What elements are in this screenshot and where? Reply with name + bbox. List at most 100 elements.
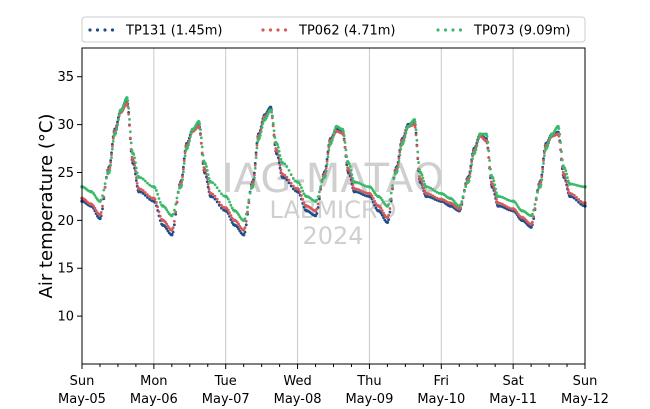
data-marker — [110, 156, 113, 159]
data-marker — [278, 154, 282, 157]
data-marker — [189, 131, 193, 135]
vertical-gridlines — [153, 48, 514, 364]
data-marker — [485, 134, 489, 138]
data-marker — [387, 213, 391, 217]
y-axis-label: Air temperature (°C) — [36, 114, 57, 299]
data-marker — [413, 121, 417, 124]
data-point — [496, 204, 500, 208]
data-marker — [128, 117, 131, 121]
data-marker — [187, 139, 191, 143]
data-marker — [462, 189, 466, 193]
data-marker — [398, 150, 402, 154]
data-marker — [213, 197, 217, 201]
data-marker — [108, 166, 112, 170]
data-marker — [172, 208, 176, 212]
data-marker — [566, 179, 570, 183]
data-marker — [468, 175, 472, 179]
data-marker — [181, 175, 184, 179]
data-marker — [148, 198, 151, 201]
data-marker — [225, 195, 229, 199]
data-marker — [357, 188, 361, 192]
data-point — [568, 182, 572, 186]
data-marker — [260, 125, 264, 129]
data-marker — [495, 198, 498, 201]
data-marker — [109, 161, 113, 164]
data-marker — [94, 209, 98, 212]
data-marker — [198, 122, 202, 126]
data-marker — [285, 175, 289, 179]
data-marker — [541, 165, 545, 169]
data-marker — [501, 205, 504, 209]
data-marker — [237, 227, 240, 231]
data-marker — [244, 219, 248, 223]
data-marker — [148, 195, 151, 198]
data-marker — [317, 197, 321, 201]
legend-swatch-dot — [283, 28, 288, 32]
data-marker — [417, 161, 421, 164]
data-marker — [297, 188, 301, 192]
data-marker — [404, 131, 408, 135]
data-marker — [542, 159, 545, 162]
data-marker — [139, 176, 143, 180]
data-marker — [134, 179, 138, 182]
data-marker — [325, 158, 329, 161]
data-marker — [413, 125, 417, 129]
data-marker — [315, 198, 319, 202]
data-marker — [498, 202, 502, 205]
data-marker — [109, 159, 113, 162]
data-marker — [530, 212, 534, 216]
data-marker — [579, 199, 583, 203]
data-marker — [181, 167, 185, 171]
data-marker — [215, 186, 219, 190]
data-marker — [270, 115, 274, 118]
data-marker — [498, 204, 502, 208]
data-marker — [398, 153, 402, 157]
data-marker — [330, 139, 334, 142]
data-marker — [505, 205, 509, 209]
data-marker — [315, 212, 319, 215]
data-marker — [486, 140, 490, 144]
data-marker — [302, 201, 306, 205]
data-marker — [387, 202, 391, 206]
data-marker — [427, 192, 430, 196]
legend-swatch-dot — [436, 28, 440, 32]
data-marker — [507, 206, 511, 210]
data-marker — [265, 114, 269, 118]
data-marker — [155, 189, 158, 192]
data-marker — [401, 141, 405, 145]
data-marker — [300, 194, 303, 197]
x-tick-date: May-09 — [345, 392, 393, 407]
data-marker — [507, 198, 511, 202]
data-marker — [361, 183, 365, 187]
data-marker — [540, 175, 544, 179]
data-marker — [416, 156, 420, 160]
data-marker — [540, 178, 544, 182]
data-marker — [101, 207, 104, 211]
data-marker — [396, 162, 400, 166]
data-marker — [469, 166, 473, 170]
data-marker — [255, 146, 259, 150]
data-marker — [279, 168, 283, 172]
data-marker — [135, 181, 139, 185]
data-marker — [351, 183, 355, 187]
data-marker — [501, 195, 504, 199]
data-marker — [217, 200, 221, 204]
data-marker — [530, 220, 534, 224]
data-marker — [157, 210, 161, 214]
data-marker — [324, 169, 328, 173]
data-marker — [382, 211, 385, 215]
data-marker — [289, 173, 293, 177]
data-marker — [560, 150, 563, 154]
data-marker — [133, 156, 137, 160]
data-marker — [507, 208, 511, 212]
data-marker — [277, 149, 281, 153]
data-marker — [291, 187, 295, 191]
data-marker — [230, 221, 234, 224]
data-marker — [153, 186, 157, 190]
data-marker — [253, 163, 257, 167]
data-marker — [182, 159, 186, 162]
data-marker — [558, 132, 562, 136]
data-marker — [418, 168, 421, 172]
